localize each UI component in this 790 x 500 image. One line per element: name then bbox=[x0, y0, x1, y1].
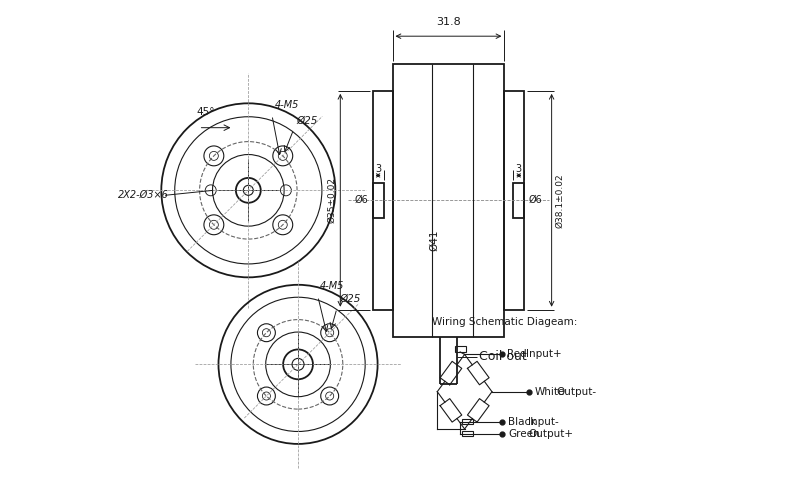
Text: Ø38.1±0.02: Ø38.1±0.02 bbox=[555, 173, 565, 228]
Text: Ø25: Ø25 bbox=[296, 116, 318, 126]
Text: Ø6: Ø6 bbox=[355, 196, 369, 205]
Text: Coil out: Coil out bbox=[479, 350, 526, 364]
Text: 4-M5: 4-M5 bbox=[274, 100, 299, 110]
Bar bbox=[455, 346, 465, 352]
Text: 45°: 45° bbox=[197, 107, 216, 117]
Text: Ø41: Ø41 bbox=[429, 230, 439, 251]
Bar bbox=[504, 91, 525, 310]
Bar bbox=[462, 432, 473, 436]
Text: Green: Green bbox=[509, 429, 540, 439]
Text: Ø6: Ø6 bbox=[529, 196, 542, 205]
Text: 3: 3 bbox=[516, 164, 522, 174]
Text: Wiring Schematic Diageam:: Wiring Schematic Diageam: bbox=[432, 317, 577, 327]
Text: 2X2-Ø3×6: 2X2-Ø3×6 bbox=[118, 190, 169, 200]
Text: Black: Black bbox=[509, 416, 536, 426]
Text: 3: 3 bbox=[375, 164, 381, 174]
Text: Ø25: Ø25 bbox=[340, 294, 361, 304]
Text: White: White bbox=[534, 386, 565, 396]
Bar bbox=[373, 183, 384, 218]
Text: Red: Red bbox=[507, 350, 526, 360]
Text: Output-: Output- bbox=[557, 386, 596, 396]
Text: 31.8: 31.8 bbox=[436, 17, 461, 27]
Bar bbox=[514, 183, 525, 218]
Text: Output+: Output+ bbox=[529, 429, 574, 439]
Text: Input+: Input+ bbox=[526, 350, 562, 360]
Text: Input-: Input- bbox=[529, 416, 559, 426]
Bar bbox=[393, 64, 504, 337]
Text: Ø35±0.02: Ø35±0.02 bbox=[327, 178, 337, 224]
Text: 4-M5: 4-M5 bbox=[320, 281, 344, 291]
Bar bbox=[373, 91, 393, 310]
Bar bbox=[462, 419, 473, 424]
